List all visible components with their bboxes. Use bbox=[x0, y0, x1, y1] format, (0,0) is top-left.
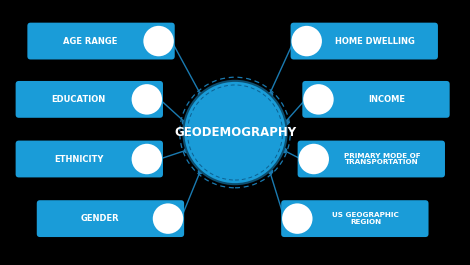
Text: GENDER: GENDER bbox=[80, 214, 119, 223]
Circle shape bbox=[153, 204, 183, 234]
Circle shape bbox=[132, 84, 162, 114]
FancyBboxPatch shape bbox=[298, 140, 445, 178]
FancyBboxPatch shape bbox=[302, 81, 450, 118]
Text: INCOME: INCOME bbox=[368, 95, 405, 104]
Circle shape bbox=[282, 204, 313, 234]
Circle shape bbox=[183, 81, 287, 184]
FancyBboxPatch shape bbox=[281, 200, 429, 237]
FancyBboxPatch shape bbox=[16, 140, 163, 178]
Text: ETHNICITY: ETHNICITY bbox=[54, 154, 103, 164]
Text: PRIMARY MODE OF
TRANSPORTATION: PRIMARY MODE OF TRANSPORTATION bbox=[344, 153, 420, 165]
FancyBboxPatch shape bbox=[16, 81, 163, 118]
Text: AGE RANGE: AGE RANGE bbox=[63, 37, 118, 46]
Text: US GEOGRAPHIC
REGION: US GEOGRAPHIC REGION bbox=[332, 212, 399, 225]
Circle shape bbox=[143, 26, 174, 56]
Text: HOME DWELLING: HOME DWELLING bbox=[335, 37, 415, 46]
Circle shape bbox=[132, 144, 162, 174]
Circle shape bbox=[291, 26, 322, 56]
Text: GEODEMOGRAPHY: GEODEMOGRAPHY bbox=[174, 126, 296, 139]
Text: EDUCATION: EDUCATION bbox=[52, 95, 106, 104]
Circle shape bbox=[298, 144, 329, 174]
FancyBboxPatch shape bbox=[290, 23, 438, 60]
Circle shape bbox=[303, 84, 334, 114]
FancyBboxPatch shape bbox=[27, 23, 175, 60]
FancyBboxPatch shape bbox=[37, 200, 184, 237]
